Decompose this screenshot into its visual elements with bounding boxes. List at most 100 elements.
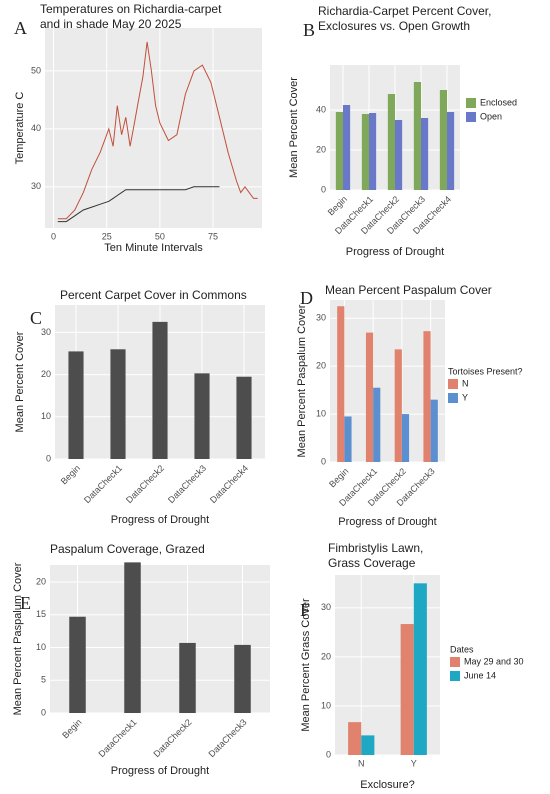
bar: [343, 105, 351, 190]
legend-swatch: [448, 379, 458, 389]
legend-swatch: [448, 393, 458, 403]
bar: [421, 118, 429, 190]
chart-title: Paspalum Coverage, Grazed: [50, 542, 205, 556]
x-axis-label: Ten Minute Intervals: [104, 242, 203, 254]
y-tick-label: 40: [316, 104, 326, 114]
y-axis-label: Mean Percent Paspalum Cover: [12, 562, 24, 715]
x-tick-label: Y: [411, 758, 417, 768]
bar: [344, 416, 352, 462]
bar: [423, 331, 431, 462]
y-tick-label: 0: [46, 453, 51, 463]
panel-letter: E: [20, 593, 31, 613]
y-tick-label: 30: [316, 313, 326, 323]
bar: [194, 373, 210, 459]
legend-swatch: [466, 98, 476, 108]
bar: [369, 113, 377, 190]
plot-background: [45, 28, 262, 228]
bar: [447, 112, 455, 190]
y-tick-label: 0: [321, 456, 326, 466]
x-tick-label: 25: [102, 231, 112, 241]
bar: [395, 120, 403, 190]
y-tick-label: 20: [321, 651, 331, 661]
legend-label: N: [462, 378, 469, 388]
bar: [69, 616, 86, 713]
legend-label: Y: [462, 392, 468, 402]
x-axis-label: Progress of Drought: [111, 514, 209, 526]
data-line: [57, 186, 220, 223]
x-tick-label: 75: [208, 231, 218, 241]
chart-title: Mean Percent Paspalum Cover: [325, 283, 492, 297]
chart-title: Percent Carpet Cover in Commons: [60, 288, 247, 302]
bar: [236, 376, 252, 459]
y-tick-label: 10: [41, 411, 51, 421]
bar: [68, 351, 84, 459]
bar: [335, 112, 343, 190]
y-axis-label: Mean Percent Cover: [288, 77, 300, 178]
y-tick-label: 20: [36, 576, 46, 586]
bar: [394, 349, 402, 462]
bar: [365, 332, 374, 462]
chart-title: and in shade May 20 2025: [40, 17, 182, 31]
bar: [439, 90, 447, 190]
chart-title: Richardia-Carpet Percent Cover,: [318, 4, 491, 18]
x-axis-label: Progress of Drought: [346, 246, 444, 258]
legend-title: Tortoises Present?: [448, 366, 523, 376]
x-tick-label: 0: [51, 231, 56, 241]
y-tick-label: 5: [41, 675, 46, 685]
legend-label: June 14: [464, 670, 496, 680]
panel-letter: B: [303, 20, 315, 40]
y-axis-label: Mean Percent Paspalum Cover: [296, 304, 308, 457]
panel-letter: F: [300, 600, 310, 620]
bar: [124, 562, 141, 713]
bar: [234, 644, 251, 713]
y-tick-label: 20: [316, 361, 326, 371]
x-tick-label: Begin: [60, 717, 83, 740]
y-tick-label: 0: [321, 184, 326, 194]
bar: [361, 735, 375, 755]
y-tick-label: 10: [316, 408, 326, 418]
legend-label: Enclosed: [480, 97, 517, 107]
chart-title: Fimbristylis Lawn,: [328, 541, 423, 555]
x-tick-label: N: [358, 758, 365, 768]
x-tick-label: 50: [155, 231, 165, 241]
chart-title: Exclosures vs. Open Growth: [318, 19, 470, 33]
legend-swatch: [466, 112, 476, 122]
y-axis-label: Temperature C: [14, 92, 26, 165]
panel-letter: D: [300, 288, 313, 308]
chart-title: Temperatures on Richardia-carpet: [40, 2, 222, 16]
plot-background: [50, 565, 270, 713]
bar: [152, 321, 168, 459]
bar: [373, 387, 381, 462]
legend-swatch: [450, 657, 460, 667]
x-tick-label: Begin: [327, 466, 350, 489]
legend-label: Open: [480, 111, 502, 121]
legend-swatch: [450, 671, 460, 681]
bar: [110, 349, 126, 459]
bar: [348, 722, 362, 755]
panel-letter: A: [14, 18, 27, 38]
legend-label: May 29 and 30: [464, 656, 524, 666]
x-axis-label: Progress of Drought: [111, 765, 209, 777]
bar: [179, 642, 196, 713]
data-line: [57, 41, 258, 220]
x-tick-label: DataCheck2: [124, 463, 166, 505]
x-axis-label: Exclosure?: [360, 779, 414, 791]
y-tick-label: 30: [41, 327, 51, 337]
legend-title: Dates: [450, 644, 474, 654]
y-tick-label: 20: [316, 144, 326, 154]
bar: [361, 114, 369, 190]
bar: [401, 414, 410, 462]
bar: [413, 583, 427, 755]
x-tick-label: DataCheck1: [82, 463, 124, 505]
y-tick-label: 30: [321, 602, 331, 612]
x-tick-label: DataCheck4: [208, 463, 250, 505]
y-tick-label: 50: [31, 65, 41, 75]
bar: [337, 306, 345, 462]
y-tick-label: 40: [31, 123, 41, 133]
chart-title: Grass Coverage: [328, 556, 416, 570]
y-tick-label: 0: [326, 749, 331, 759]
y-tick-label: 10: [321, 700, 331, 710]
y-tick-label: 20: [41, 369, 51, 379]
bar: [413, 82, 421, 190]
